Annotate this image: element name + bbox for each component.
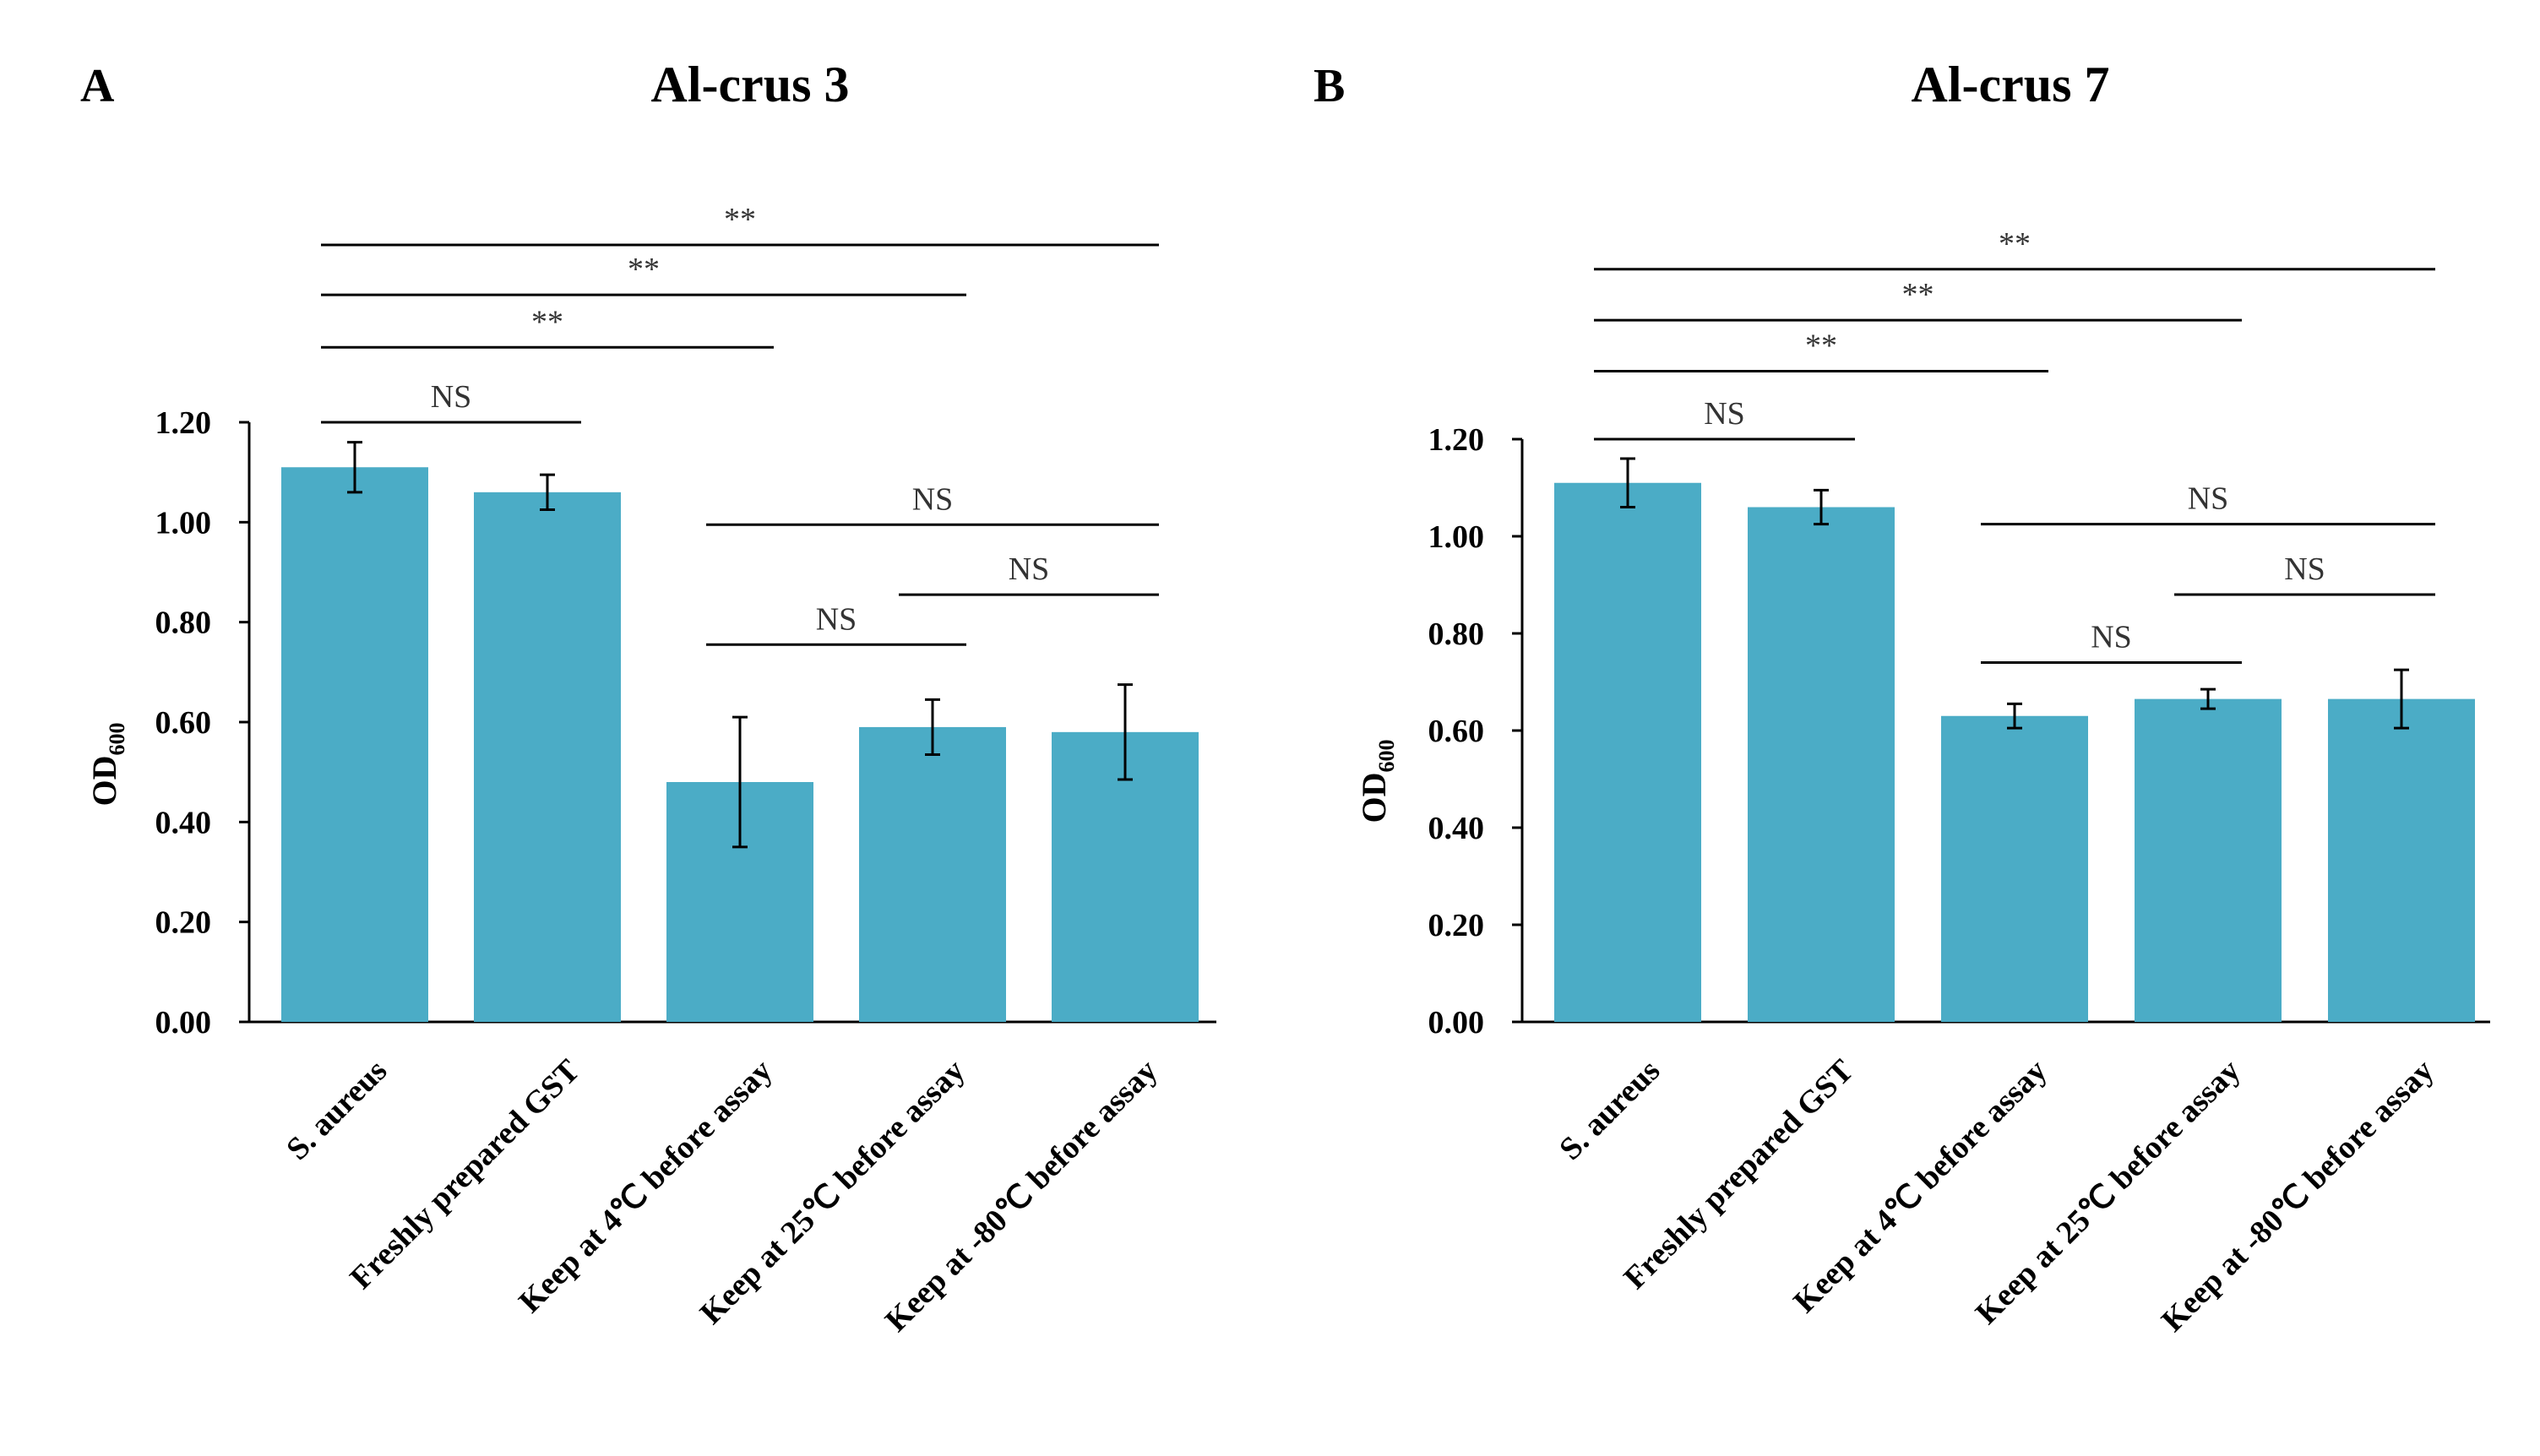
y-tick-label: 1.00 bbox=[155, 505, 212, 541]
panel-a: A Al-crus 3 OD600 0.00 0.20 0.40 0.60 0.80 1.… bbox=[80, 57, 1216, 1339]
significance-label: NS bbox=[1704, 396, 1745, 432]
y-tick-label: 0.80 bbox=[1428, 617, 1485, 652]
panel-letter: A bbox=[80, 60, 115, 112]
y-tick-label: 0.20 bbox=[1428, 908, 1485, 943]
panel-letter: B bbox=[1314, 60, 1345, 112]
y-tick-label: 0.40 bbox=[155, 805, 212, 840]
y-tick-label: 0.40 bbox=[1428, 811, 1485, 846]
category-label: S. aureus bbox=[280, 1053, 394, 1167]
significance-label: ** bbox=[531, 304, 563, 340]
chart-title: Al-crus 3 bbox=[651, 57, 850, 112]
chart-title: Al-crus 7 bbox=[1912, 57, 2110, 112]
y-tick-label: 0.00 bbox=[155, 1005, 212, 1040]
bar bbox=[2328, 698, 2475, 1022]
significance-label: NS bbox=[816, 601, 857, 637]
significance-label: NS bbox=[2188, 481, 2229, 517]
significance-label: ** bbox=[1999, 226, 2031, 262]
y-tick-label: 0.80 bbox=[155, 606, 212, 641]
significance-label: ** bbox=[1805, 329, 1837, 364]
significance-label: NS bbox=[1009, 551, 1050, 587]
y-tick-label: 0.00 bbox=[1428, 1005, 1485, 1040]
significance-label: ** bbox=[724, 202, 756, 237]
bar bbox=[1748, 507, 1895, 1022]
bar bbox=[1941, 715, 2088, 1022]
y-tick-label: 1.20 bbox=[155, 405, 212, 441]
bar bbox=[1554, 482, 1701, 1022]
bar bbox=[281, 467, 428, 1022]
significance-label: NS bbox=[2284, 551, 2325, 587]
bar bbox=[2135, 698, 2282, 1022]
panel-b: B Al-crus 7 OD600 0.00 0.20 0.40 0.60 0.80 1.… bbox=[1314, 57, 2490, 1339]
y-tick-label: 1.20 bbox=[1428, 422, 1485, 458]
y-axis-label: OD600 bbox=[1355, 740, 1399, 823]
y-tick-label: 1.00 bbox=[1428, 519, 1485, 555]
significance-label: ** bbox=[1902, 277, 1934, 312]
significance-label: ** bbox=[628, 252, 660, 287]
category-label: S. aureus bbox=[1553, 1053, 1667, 1167]
significance-label: NS bbox=[2091, 620, 2132, 655]
y-axis-label: OD600 bbox=[85, 723, 129, 807]
significance-label: NS bbox=[431, 379, 472, 415]
significance-label: NS bbox=[912, 481, 954, 517]
bar bbox=[474, 492, 621, 1022]
y-tick-label: 0.60 bbox=[1428, 714, 1485, 749]
y-tick-label: 0.20 bbox=[155, 905, 212, 941]
y-tick-label: 0.60 bbox=[155, 705, 212, 741]
bar bbox=[859, 726, 1006, 1022]
